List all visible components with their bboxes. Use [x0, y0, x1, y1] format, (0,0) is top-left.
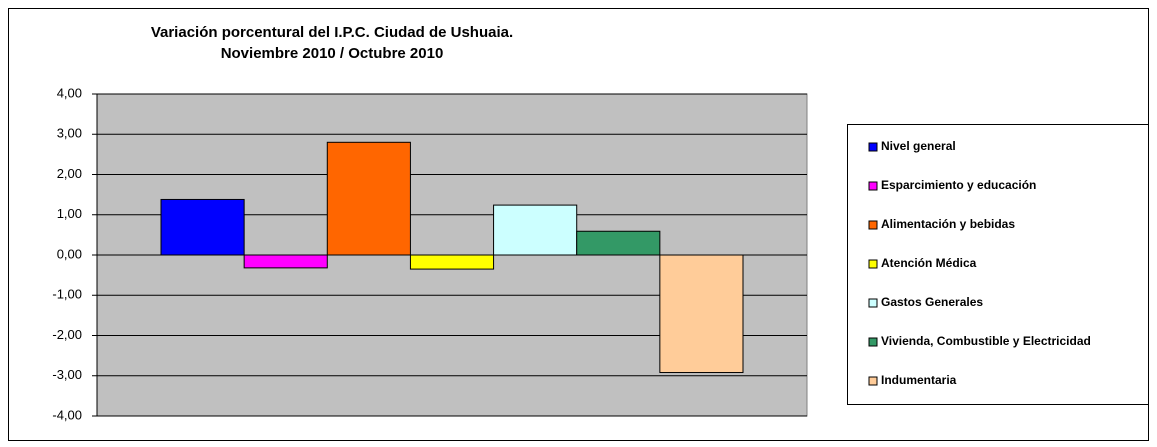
bar	[160, 198, 245, 256]
legend-label: Nivel general	[881, 139, 956, 153]
legend-label: Gastos Generales	[881, 295, 983, 309]
chart-subtitle: Noviembre 2010 / Octubre 2010	[221, 45, 444, 62]
legend-swatch	[868, 376, 878, 386]
chart-title: Variación porcentural del I.P.C. Ciudad …	[151, 24, 513, 41]
y-tick-label: 0,00	[57, 246, 82, 261]
y-tick-label: 4,00	[57, 85, 82, 100]
legend-swatch	[868, 181, 878, 191]
y-tick-label: -2,00	[52, 327, 82, 342]
legend-label: Alimentación y bebidas	[881, 217, 1015, 231]
bar	[576, 230, 661, 256]
bar	[243, 254, 328, 269]
legend-swatch	[868, 298, 878, 308]
legend-label: Indumentaria	[881, 373, 957, 387]
y-tick-label: -3,00	[52, 367, 82, 382]
y-tick-label: 1,00	[57, 206, 82, 221]
bar	[659, 254, 744, 374]
legend-label: Vivienda, Combustible y Electricidad	[881, 334, 1091, 348]
legend-label: Esparcimiento y educación	[881, 178, 1036, 192]
bar	[493, 204, 578, 256]
y-tick-label: 2,00	[57, 166, 82, 181]
y-tick-label: -1,00	[52, 287, 82, 302]
legend-swatch	[868, 337, 878, 347]
bar	[409, 254, 495, 270]
y-tick-label: 3,00	[57, 126, 82, 141]
legend	[847, 124, 1149, 405]
y-tick-label: -4,00	[52, 407, 82, 422]
bar	[326, 141, 411, 256]
legend-swatch	[868, 259, 878, 269]
legend-swatch	[868, 220, 878, 230]
legend-swatch	[868, 142, 878, 152]
legend-label: Atención Médica	[881, 256, 977, 270]
